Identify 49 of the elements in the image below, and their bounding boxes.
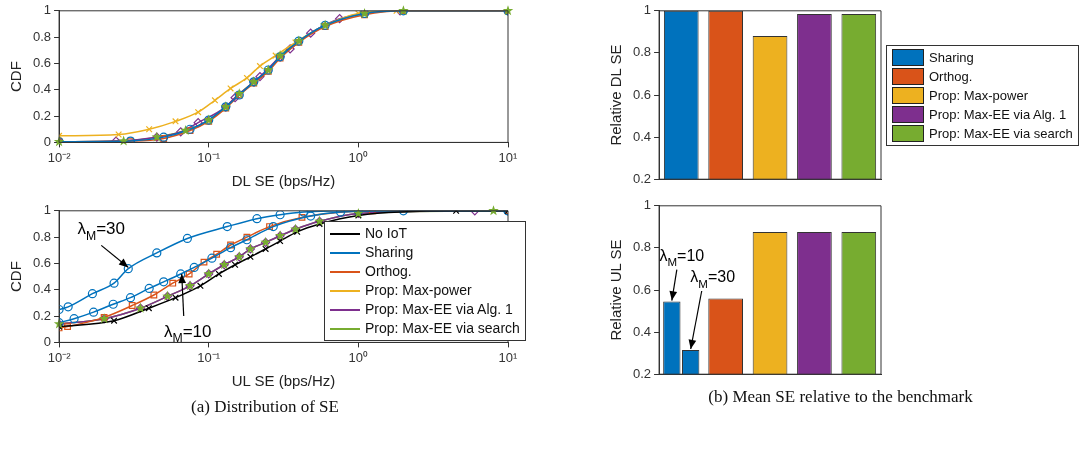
y-tick-label: 0.6	[32, 255, 52, 271]
y-axis-title: Relative DL SE	[607, 44, 625, 146]
legend-label: Orthog.	[365, 262, 412, 282]
y-tick-label: 0.6	[632, 86, 652, 102]
y-tick-label: 0.2	[632, 365, 652, 381]
y-tick-label: 0.2	[32, 307, 52, 323]
legend-label: Prop: Max-power	[365, 281, 472, 301]
legend-label: Prop: Max-EE via Alg. 1	[365, 300, 513, 320]
legend-label: Orthog.	[929, 67, 973, 86]
x-tick-label: 10⁰	[348, 149, 369, 165]
y-tick-label: 1	[643, 2, 652, 18]
legend-label: Prop: Max-power	[929, 86, 1028, 105]
y-tick-label: 0.4	[32, 81, 52, 97]
legend-label: Prop: Max-EE via Alg. 1	[929, 105, 1067, 124]
legend-label: Sharing	[929, 48, 974, 67]
y-tick-label: 0	[43, 333, 52, 349]
y-tick-label: 0.6	[632, 281, 652, 297]
x-tick-label: 10⁻¹	[197, 149, 221, 165]
x-tick-label: 10⁻²	[47, 149, 72, 165]
y-tick-label: 0.4	[32, 281, 52, 297]
y-tick-label: 0.4	[632, 128, 652, 144]
y-tick-label: 0.2	[632, 170, 652, 186]
y-tick-label: 1	[43, 202, 52, 218]
y-tick-label: 0.8	[32, 228, 52, 244]
text: (a) Distribution of SE	[190, 397, 340, 417]
y-tick-label: 0.4	[632, 323, 652, 339]
y-tick-label: 0.8	[32, 28, 52, 44]
x-tick-label: 10⁰	[348, 349, 369, 365]
legend-label: Prop: Max-EE via search	[929, 124, 1073, 143]
y-tick-label: 0.8	[632, 44, 652, 60]
y-axis-title: CDF	[7, 61, 25, 93]
y-axis-title: Relative UL SE	[607, 239, 625, 341]
x-axis-title: DL SE (bps/Hz)	[231, 172, 336, 190]
y-tick-label: 0.6	[32, 55, 52, 71]
y-tick-label: 1	[43, 2, 52, 18]
y-tick-label: 0.8	[632, 239, 652, 255]
y-tick-label: 0.2	[32, 107, 52, 123]
legend-label: No IoT	[365, 224, 408, 244]
x-tick-label: 10⁻¹	[197, 349, 221, 365]
y-axis-title: CDF	[7, 261, 25, 293]
legend-label: Prop: Max-EE via search	[365, 319, 520, 339]
y-tick-label: 1	[643, 197, 652, 213]
x-axis-title: UL SE (bps/Hz)	[231, 372, 336, 390]
x-tick-label: 10⁻²	[47, 349, 72, 365]
x-tick-label: 10¹	[498, 349, 519, 365]
x-tick-label: 10¹	[498, 149, 519, 165]
text: (b) Mean SE relative to the benchmark	[707, 387, 974, 407]
y-tick-label: 0	[43, 133, 52, 149]
legend-label: Sharing	[365, 243, 414, 263]
